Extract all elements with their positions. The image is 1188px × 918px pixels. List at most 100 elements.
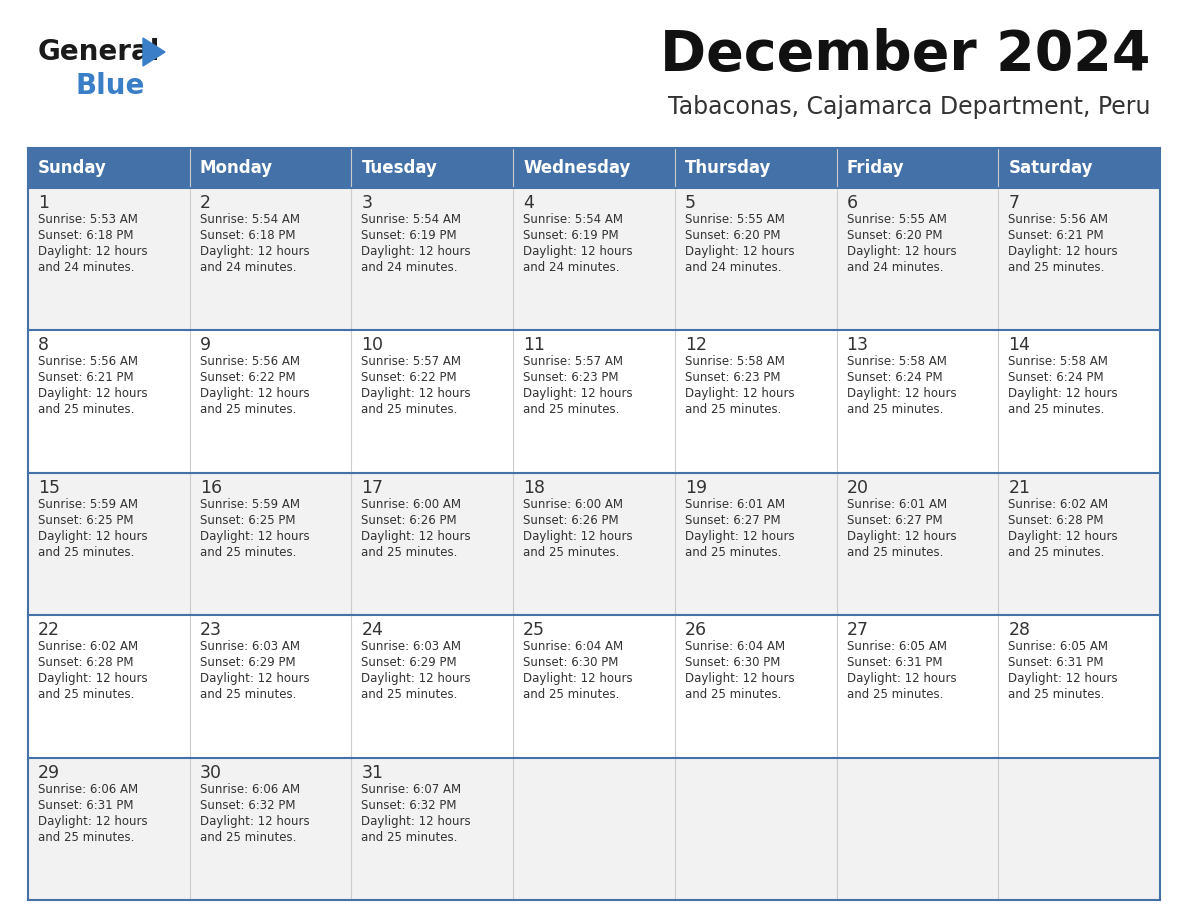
Text: Sunset: 6:27 PM: Sunset: 6:27 PM <box>684 514 781 527</box>
Text: Sunrise: 6:05 AM: Sunrise: 6:05 AM <box>847 640 947 654</box>
Text: and 25 minutes.: and 25 minutes. <box>1009 261 1105 274</box>
Text: Sunrise: 6:04 AM: Sunrise: 6:04 AM <box>684 640 785 654</box>
Text: Sunrise: 6:03 AM: Sunrise: 6:03 AM <box>200 640 299 654</box>
Text: Daylight: 12 hours: Daylight: 12 hours <box>523 387 633 400</box>
Text: Sunrise: 5:56 AM: Sunrise: 5:56 AM <box>38 355 138 368</box>
Text: Daylight: 12 hours: Daylight: 12 hours <box>361 387 472 400</box>
Text: 31: 31 <box>361 764 384 781</box>
Text: Tuesday: Tuesday <box>361 159 437 177</box>
Text: 15: 15 <box>38 479 61 497</box>
Text: Daylight: 12 hours: Daylight: 12 hours <box>847 245 956 258</box>
Text: Monday: Monday <box>200 159 273 177</box>
Text: Sunset: 6:29 PM: Sunset: 6:29 PM <box>361 656 457 669</box>
Text: Sunrise: 6:06 AM: Sunrise: 6:06 AM <box>38 783 138 796</box>
Text: 3: 3 <box>361 194 372 212</box>
Text: and 24 minutes.: and 24 minutes. <box>361 261 457 274</box>
Text: Blue: Blue <box>76 72 145 100</box>
Bar <box>29 615 1159 757</box>
Text: 21: 21 <box>1009 479 1030 497</box>
Text: and 25 minutes.: and 25 minutes. <box>1009 403 1105 417</box>
Text: 20: 20 <box>847 479 868 497</box>
Text: Sunset: 6:22 PM: Sunset: 6:22 PM <box>200 372 296 385</box>
Text: and 25 minutes.: and 25 minutes. <box>38 831 134 844</box>
Text: 18: 18 <box>523 479 545 497</box>
Text: Daylight: 12 hours: Daylight: 12 hours <box>200 814 309 828</box>
Text: Sunrise: 5:56 AM: Sunrise: 5:56 AM <box>200 355 299 368</box>
Text: 5: 5 <box>684 194 696 212</box>
Text: Daylight: 12 hours: Daylight: 12 hours <box>847 672 956 685</box>
Text: Sunrise: 5:59 AM: Sunrise: 5:59 AM <box>38 498 138 510</box>
Text: Sunset: 6:19 PM: Sunset: 6:19 PM <box>361 229 457 242</box>
Text: and 24 minutes.: and 24 minutes. <box>684 261 782 274</box>
Text: and 24 minutes.: and 24 minutes. <box>38 261 134 274</box>
Text: Sunrise: 6:06 AM: Sunrise: 6:06 AM <box>200 783 299 796</box>
Bar <box>29 473 1159 615</box>
Text: Daylight: 12 hours: Daylight: 12 hours <box>38 387 147 400</box>
Text: Sunday: Sunday <box>38 159 107 177</box>
Text: 8: 8 <box>38 336 49 354</box>
Text: Daylight: 12 hours: Daylight: 12 hours <box>1009 530 1118 543</box>
Bar <box>29 148 1159 188</box>
Text: 29: 29 <box>38 764 61 781</box>
Text: Sunrise: 6:02 AM: Sunrise: 6:02 AM <box>38 640 138 654</box>
Text: 4: 4 <box>523 194 535 212</box>
Text: and 25 minutes.: and 25 minutes. <box>361 831 457 844</box>
Text: Daylight: 12 hours: Daylight: 12 hours <box>684 245 795 258</box>
Text: 9: 9 <box>200 336 210 354</box>
Text: and 25 minutes.: and 25 minutes. <box>38 403 134 417</box>
Text: Sunrise: 6:04 AM: Sunrise: 6:04 AM <box>523 640 624 654</box>
Text: and 25 minutes.: and 25 minutes. <box>361 546 457 559</box>
Bar <box>29 188 1159 330</box>
Text: Sunset: 6:20 PM: Sunset: 6:20 PM <box>847 229 942 242</box>
Text: Saturday: Saturday <box>1009 159 1093 177</box>
Text: and 25 minutes.: and 25 minutes. <box>200 403 296 417</box>
Text: Sunrise: 5:57 AM: Sunrise: 5:57 AM <box>361 355 461 368</box>
Text: Daylight: 12 hours: Daylight: 12 hours <box>361 814 472 828</box>
Text: Sunrise: 6:07 AM: Sunrise: 6:07 AM <box>361 783 462 796</box>
Text: Friday: Friday <box>847 159 904 177</box>
Text: 24: 24 <box>361 621 384 639</box>
Text: Daylight: 12 hours: Daylight: 12 hours <box>684 387 795 400</box>
Text: Sunset: 6:26 PM: Sunset: 6:26 PM <box>361 514 457 527</box>
Text: and 25 minutes.: and 25 minutes. <box>523 546 619 559</box>
Text: Sunset: 6:24 PM: Sunset: 6:24 PM <box>847 372 942 385</box>
Polygon shape <box>143 38 165 66</box>
Text: 22: 22 <box>38 621 61 639</box>
Text: Sunset: 6:31 PM: Sunset: 6:31 PM <box>38 799 133 812</box>
Text: Sunset: 6:32 PM: Sunset: 6:32 PM <box>200 799 295 812</box>
Text: Sunset: 6:31 PM: Sunset: 6:31 PM <box>1009 656 1104 669</box>
Text: Sunset: 6:23 PM: Sunset: 6:23 PM <box>684 372 781 385</box>
Text: Daylight: 12 hours: Daylight: 12 hours <box>38 814 147 828</box>
Text: 6: 6 <box>847 194 858 212</box>
Text: Daylight: 12 hours: Daylight: 12 hours <box>523 530 633 543</box>
Text: Sunrise: 5:54 AM: Sunrise: 5:54 AM <box>200 213 299 226</box>
Text: 19: 19 <box>684 479 707 497</box>
Text: Tabaconas, Cajamarca Department, Peru: Tabaconas, Cajamarca Department, Peru <box>668 95 1150 119</box>
Text: and 25 minutes.: and 25 minutes. <box>523 688 619 701</box>
Text: Sunrise: 5:55 AM: Sunrise: 5:55 AM <box>847 213 947 226</box>
Text: and 25 minutes.: and 25 minutes. <box>38 546 134 559</box>
Text: and 25 minutes.: and 25 minutes. <box>1009 688 1105 701</box>
Text: Sunset: 6:21 PM: Sunset: 6:21 PM <box>38 372 133 385</box>
Text: Daylight: 12 hours: Daylight: 12 hours <box>684 672 795 685</box>
Text: Daylight: 12 hours: Daylight: 12 hours <box>200 387 309 400</box>
Text: Sunrise: 6:01 AM: Sunrise: 6:01 AM <box>847 498 947 510</box>
Text: 2: 2 <box>200 194 210 212</box>
Text: Daylight: 12 hours: Daylight: 12 hours <box>847 530 956 543</box>
Text: Daylight: 12 hours: Daylight: 12 hours <box>200 530 309 543</box>
Text: Sunset: 6:25 PM: Sunset: 6:25 PM <box>200 514 295 527</box>
Text: 14: 14 <box>1009 336 1030 354</box>
Text: Sunset: 6:24 PM: Sunset: 6:24 PM <box>1009 372 1104 385</box>
Text: Sunset: 6:31 PM: Sunset: 6:31 PM <box>847 656 942 669</box>
Text: and 24 minutes.: and 24 minutes. <box>200 261 296 274</box>
Text: Daylight: 12 hours: Daylight: 12 hours <box>523 245 633 258</box>
Text: Sunset: 6:28 PM: Sunset: 6:28 PM <box>38 656 133 669</box>
Text: Sunset: 6:18 PM: Sunset: 6:18 PM <box>200 229 295 242</box>
Text: 23: 23 <box>200 621 222 639</box>
Text: 17: 17 <box>361 479 384 497</box>
Text: 1: 1 <box>38 194 49 212</box>
Text: Sunrise: 6:03 AM: Sunrise: 6:03 AM <box>361 640 461 654</box>
Text: Sunset: 6:20 PM: Sunset: 6:20 PM <box>684 229 781 242</box>
Text: General: General <box>38 38 160 66</box>
Text: 27: 27 <box>847 621 868 639</box>
